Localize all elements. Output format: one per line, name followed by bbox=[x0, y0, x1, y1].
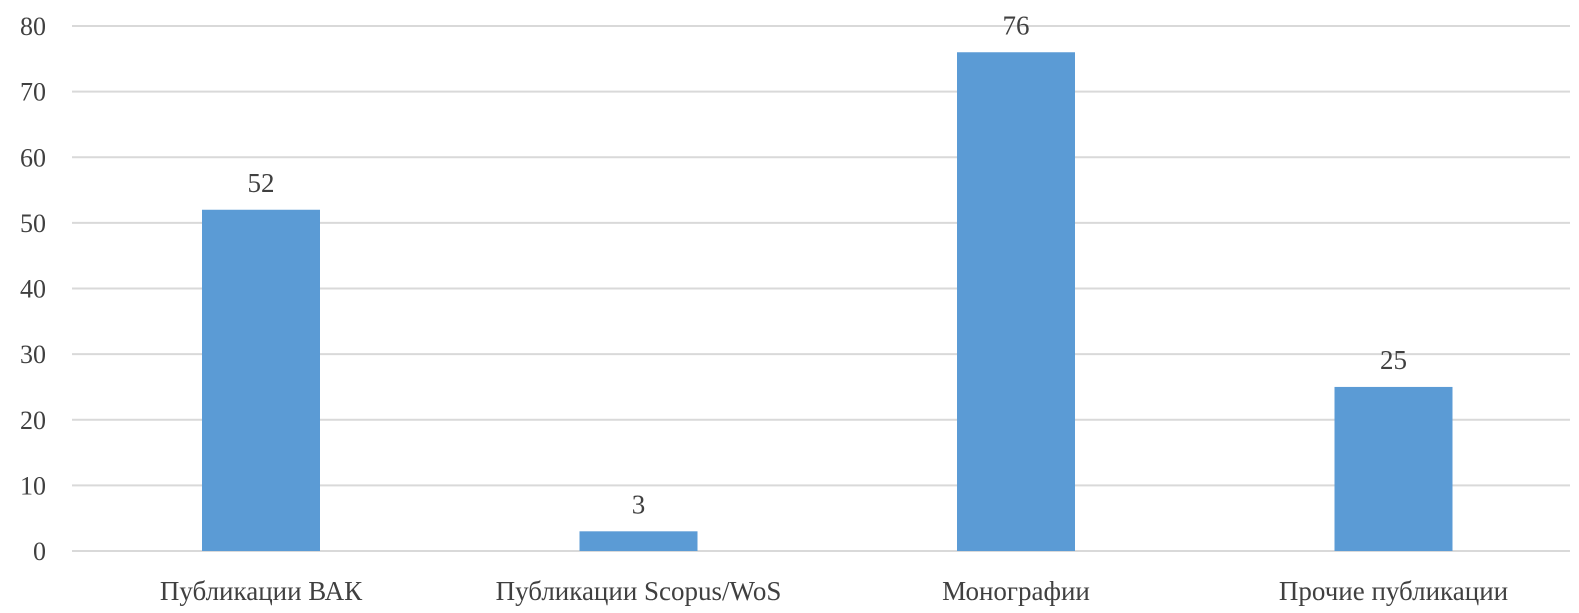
y-tick-label: 70 bbox=[20, 78, 46, 107]
y-tick-label: 10 bbox=[20, 471, 46, 500]
y-tick-label: 30 bbox=[20, 340, 46, 369]
y-tick-label: 0 bbox=[33, 537, 46, 566]
category-label: Прочие публикации bbox=[1279, 576, 1508, 606]
y-tick-label: 40 bbox=[20, 275, 46, 304]
y-tick-label: 60 bbox=[20, 143, 46, 172]
data-label: 76 bbox=[1003, 10, 1030, 40]
data-labels: 52 3 76 25 bbox=[248, 10, 1408, 519]
bar-4 bbox=[1334, 386, 1453, 551]
x-axis-categories: Публикации ВАК Публикации Scopus/WoS Моног… bbox=[160, 576, 1508, 606]
category-label: Монографии bbox=[942, 576, 1090, 606]
data-label: 3 bbox=[632, 489, 646, 519]
y-tick-label: 20 bbox=[20, 406, 46, 435]
data-label: 52 bbox=[248, 168, 275, 198]
category-label: Публикации Scopus/WoS bbox=[496, 576, 782, 606]
category-label: Публикации ВАК bbox=[160, 576, 363, 606]
y-axis-ticks: 0 10 20 30 40 50 60 70 80 bbox=[20, 12, 46, 566]
bars bbox=[202, 52, 1453, 551]
data-label: 25 bbox=[1380, 345, 1407, 375]
gridlines bbox=[72, 25, 1570, 552]
bar-1 bbox=[202, 209, 320, 551]
y-tick-label: 80 bbox=[20, 12, 46, 41]
bar-2 bbox=[579, 531, 698, 551]
bar-3 bbox=[957, 52, 1075, 551]
y-tick-label: 50 bbox=[20, 209, 46, 238]
